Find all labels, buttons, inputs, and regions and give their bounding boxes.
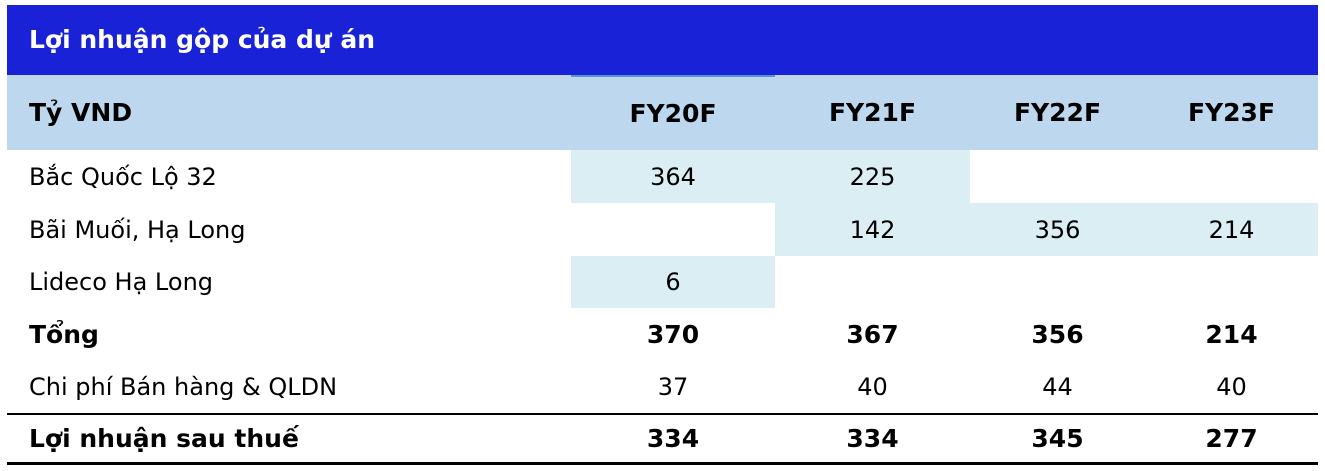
header-cell: Tỷ VND (7, 75, 571, 150)
cell: 334 (571, 413, 775, 465)
cell: 44 (1042, 373, 1073, 401)
cell: 334 (775, 413, 970, 465)
cell (775, 256, 970, 308)
table-title: Lợi nhuận gộp của dự án (7, 5, 1318, 75)
row-label: Chi phí Bán hàng & QLDN (29, 373, 338, 401)
header-cell: FY20F (571, 75, 775, 150)
cell: 364 (571, 150, 775, 203)
cell: 214 (1205, 320, 1258, 349)
cell: 356 (1031, 320, 1084, 349)
cell (1145, 150, 1318, 203)
cell (970, 256, 1145, 308)
cell: 225 (775, 150, 970, 203)
cell: 6 (571, 256, 775, 308)
row-label: Bắc Quốc Lộ 32 (29, 162, 217, 191)
cell: 142 (775, 203, 970, 256)
cell: 37 (657, 373, 689, 401)
cell: 367 (846, 320, 899, 349)
row-label: Tổng (29, 320, 99, 349)
cell: 277 (1145, 413, 1318, 465)
header-cell: FY21F (775, 75, 970, 150)
cell (1145, 256, 1318, 308)
cell: 40 (1216, 373, 1247, 401)
row-label: Lideco Hạ Long (29, 268, 214, 296)
row-label: Lợi nhuận sau thuế (7, 413, 571, 465)
cell (970, 150, 1145, 203)
row-label: Bãi Muối, Hạ Long (29, 215, 246, 244)
header-cell: FY23F (1145, 75, 1318, 150)
cell: 40 (857, 373, 888, 401)
cell: 356 (970, 203, 1145, 256)
cell: 370 (646, 320, 700, 349)
table: Tỷ VND FY20F FY21F FY22F FY23F Bắc Quốc … (7, 75, 1318, 465)
cell (571, 203, 775, 256)
cell: 345 (970, 413, 1145, 465)
header-cell: FY22F (970, 75, 1145, 150)
cell: 214 (1145, 203, 1318, 256)
